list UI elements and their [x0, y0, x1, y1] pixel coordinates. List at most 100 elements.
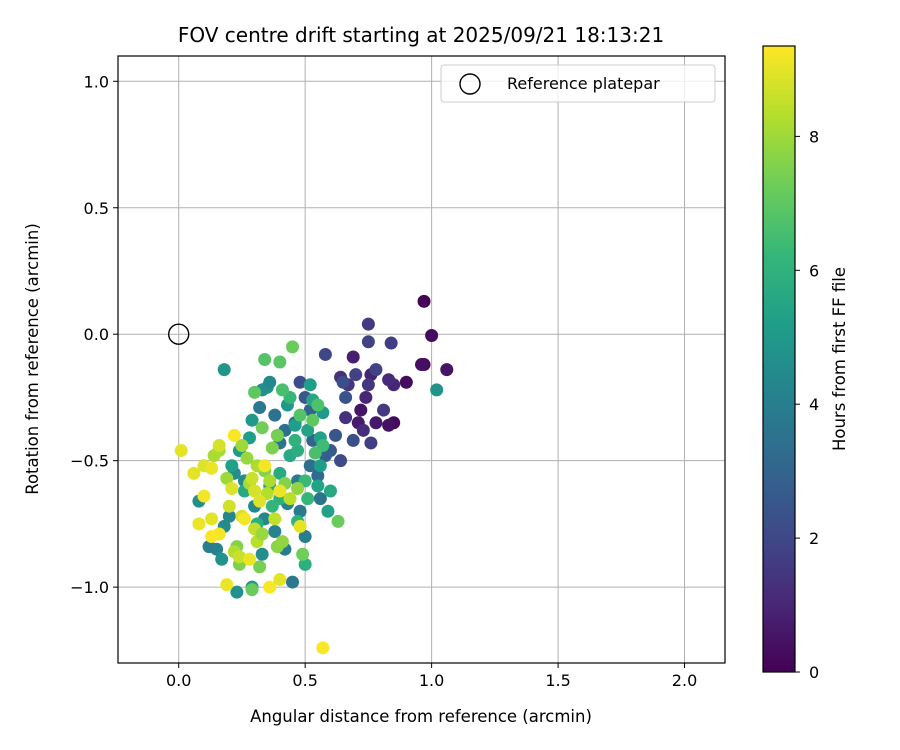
data-point	[301, 492, 315, 506]
data-point	[334, 454, 348, 468]
data-point	[255, 421, 269, 435]
data-point	[268, 524, 282, 538]
data-point	[293, 375, 307, 389]
colorbar-frame	[762, 45, 796, 673]
data-point	[361, 317, 375, 331]
data-point	[399, 375, 413, 389]
data-point	[346, 350, 360, 364]
data-point	[293, 408, 307, 422]
x-axis-label: Angular distance from reference (arcmin)	[250, 707, 592, 726]
data-point	[240, 451, 254, 465]
plot-area: 0.0 0.5 1.0 1.5 2.0 1.0 0.5 0.0 −0.5 −1.0	[70, 55, 726, 690]
data-point	[286, 340, 300, 354]
x-tick-label: 2.0	[672, 671, 697, 690]
data-point	[354, 403, 368, 417]
data-point	[356, 423, 370, 437]
data-point	[298, 530, 312, 544]
data-point	[253, 494, 267, 508]
colorbar-label: Hours from first FF file	[830, 267, 849, 451]
data-point	[230, 585, 244, 599]
y-axis-label: Rotation from reference (arcmin)	[23, 223, 42, 495]
data-point	[382, 418, 396, 432]
data-point	[268, 408, 282, 422]
legend-box	[440, 64, 716, 103]
data-point	[440, 363, 454, 377]
data-point	[293, 519, 307, 533]
data-point	[417, 294, 431, 308]
data-point	[283, 492, 297, 506]
data-point	[369, 416, 383, 430]
data-point	[222, 509, 236, 523]
data-point	[288, 418, 302, 432]
chart-title: FOV centre drift starting at 2025/09/21 …	[178, 23, 664, 47]
data-point	[207, 449, 221, 463]
data-point	[237, 512, 251, 526]
y-tick-label: 0.5	[84, 199, 109, 218]
data-point	[311, 469, 325, 483]
data-point	[318, 347, 332, 361]
data-point	[248, 484, 262, 498]
data-point	[296, 547, 310, 561]
data-point	[243, 552, 257, 566]
colorbar-tick-label: 4	[809, 395, 819, 414]
data-point	[308, 446, 322, 460]
data-point	[303, 378, 317, 392]
colorbar-tick-label: 6	[809, 261, 819, 280]
data-point	[298, 557, 312, 571]
colorbar-tick-label: 0	[809, 663, 819, 682]
data-point	[430, 383, 444, 397]
data-point	[265, 441, 279, 455]
data-point	[253, 401, 267, 415]
data-point	[349, 368, 363, 382]
data-point	[273, 573, 287, 587]
data-point	[205, 530, 219, 544]
data-point	[291, 444, 305, 458]
data-point	[415, 358, 428, 372]
colorbar-gradient	[763, 46, 795, 672]
data-point	[425, 328, 439, 342]
data-point	[273, 355, 287, 369]
data-point	[273, 466, 287, 480]
data-point	[227, 428, 241, 442]
data-point	[258, 459, 272, 473]
data-point	[316, 641, 330, 655]
data-point	[364, 436, 378, 450]
data-point	[255, 547, 269, 561]
y-tick-label: −1.0	[70, 578, 109, 597]
data-point	[245, 583, 259, 597]
y-tick-label: 1.0	[84, 72, 109, 91]
data-point	[192, 517, 206, 531]
data-point	[321, 504, 335, 518]
data-point	[323, 484, 337, 498]
data-point	[187, 466, 201, 480]
reference-platepar-marker	[167, 323, 190, 345]
data-point	[359, 390, 373, 404]
data-point	[339, 411, 353, 425]
legend-label-reference-platepar: Reference platepar	[507, 74, 660, 93]
data-point	[217, 363, 231, 377]
data-point	[245, 413, 259, 427]
x-tick-label: 0.5	[292, 671, 317, 690]
data-point	[331, 514, 345, 528]
data-point	[232, 550, 246, 564]
data-point	[306, 413, 320, 427]
data-point	[255, 527, 269, 541]
data-point	[263, 375, 277, 389]
data-point	[174, 444, 188, 458]
data-point	[268, 512, 282, 526]
data-point	[293, 504, 307, 518]
data-point	[235, 438, 249, 452]
legend: Reference platepar	[440, 64, 716, 103]
data-point	[311, 479, 325, 493]
data-point	[318, 449, 332, 463]
data-point	[291, 481, 305, 495]
data-point	[382, 373, 396, 387]
data-point	[220, 578, 234, 592]
data-point	[220, 471, 234, 485]
data-point	[361, 378, 375, 392]
data-point	[275, 383, 289, 397]
data-point	[202, 540, 216, 554]
data-point	[245, 471, 259, 485]
y-tick-label: −0.5	[70, 452, 109, 471]
